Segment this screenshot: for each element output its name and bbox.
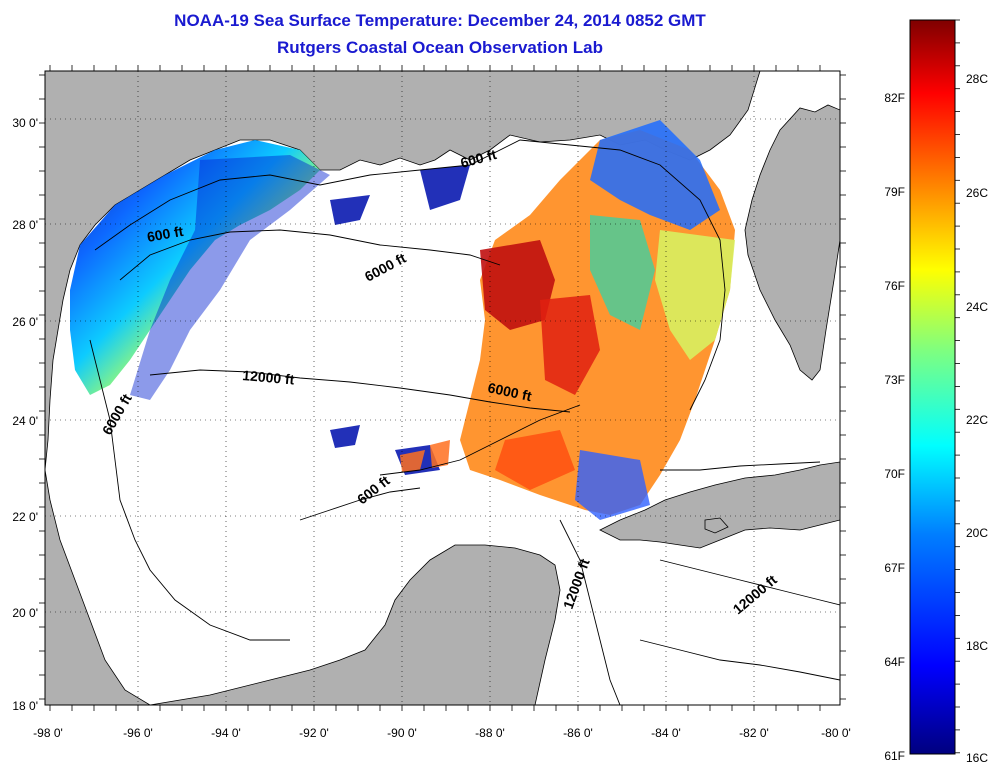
fahrenheit-label: 67F [884, 561, 905, 575]
bathymetry-contours [89, 139, 840, 705]
sst-texas-shelf [70, 140, 320, 395]
lat-tick-label: 26 0' [12, 315, 38, 329]
celsius-label: 16C [966, 751, 988, 765]
lon-tick-label: -84 0' [651, 726, 681, 740]
celsius-label: 26C [966, 186, 988, 200]
land-yucatan [149, 544, 561, 705]
land-us [45, 71, 840, 381]
lat-tick-label: 22 0' [12, 510, 38, 524]
lat-tick-labels: 30 0' 28 0' 26 0' 24 0' 22 0' 20 0' 18 0… [12, 116, 38, 713]
land-masses [45, 71, 840, 705]
colorbar-ticks [955, 19, 960, 754]
axis-ticks [39, 65, 846, 711]
colorbar-fahrenheit-labels: 82F 79F 76F 73F 70F 67F 64F 61F [884, 91, 905, 763]
fahrenheit-label: 79F [884, 185, 905, 199]
land-cuba [599, 461, 840, 549]
lat-tick-label: 24 0' [12, 414, 38, 428]
sst-scattered-warm [400, 440, 450, 472]
colorbar [909, 19, 956, 755]
grid [45, 71, 840, 705]
map-subtitle: Rutgers Coastal Ocean Observation Lab [277, 38, 603, 57]
lat-tick-label: 30 0' [12, 116, 38, 130]
land-mexico [45, 469, 151, 705]
sst-east-swath [460, 120, 735, 520]
lon-tick-label: -90 0' [387, 726, 417, 740]
lon-tick-label: -82 0' [739, 726, 769, 740]
lat-tick-label: 20 0' [12, 606, 38, 620]
lon-tick-label: -88 0' [475, 726, 505, 740]
lat-tick-label: 18 0' [12, 699, 38, 713]
map-border [44, 70, 841, 706]
celsius-label: 28C [966, 72, 988, 86]
celsius-label: 22C [966, 413, 988, 427]
fahrenheit-label: 70F [884, 467, 905, 481]
lon-tick-label: -94 0' [211, 726, 241, 740]
fahrenheit-label: 82F [884, 91, 905, 105]
colorbar-celsius-labels: 28C 26C 24C 22C 20C 18C 16C [966, 72, 988, 765]
lon-tick-label: -98 0' [33, 726, 63, 740]
lon-tick-labels: -98 0' -96 0' -94 0' -92 0' -90 0' -88 0… [33, 726, 851, 740]
sst-texas-speckle [130, 155, 330, 400]
land-isle-pines [704, 517, 729, 534]
fahrenheit-label: 76F [884, 279, 905, 293]
lon-tick-label: -96 0' [123, 726, 153, 740]
lon-tick-label: -80 0' [821, 726, 851, 740]
contour-label: 12000 ft [242, 367, 296, 388]
celsius-label: 20C [966, 526, 988, 540]
fahrenheit-label: 73F [884, 373, 905, 387]
lon-tick-label: -92 0' [299, 726, 329, 740]
lat-tick-label: 28 0' [12, 218, 38, 232]
fahrenheit-label: 64F [884, 655, 905, 669]
celsius-label: 24C [966, 300, 988, 314]
map-title: NOAA-19 Sea Surface Temperature: Decembe… [174, 11, 706, 30]
celsius-label: 18C [966, 639, 988, 653]
contour-label: 600 ft [146, 223, 185, 245]
lon-tick-label: -86 0' [563, 726, 593, 740]
fahrenheit-label: 61F [884, 749, 905, 763]
